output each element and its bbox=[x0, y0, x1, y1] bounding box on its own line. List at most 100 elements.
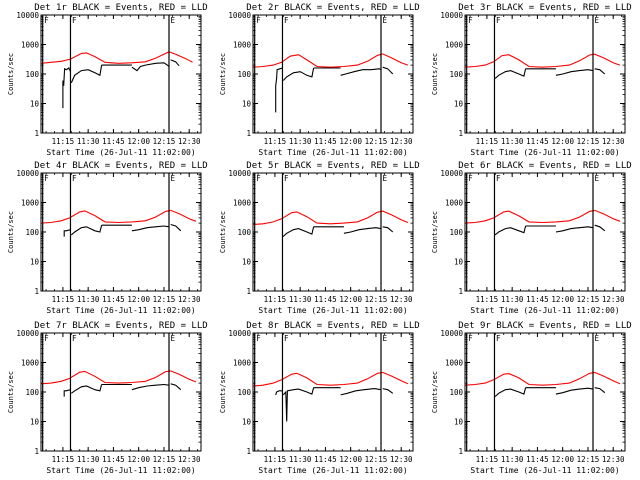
y-tick-label: 10000 bbox=[228, 11, 251, 20]
lld-series-line bbox=[41, 370, 197, 385]
y-axis-label: Counts/sec bbox=[219, 371, 227, 413]
time-marker-label: F bbox=[44, 16, 49, 25]
x-axis-label: Start Time (26-Jul-11 11:02:00) bbox=[46, 306, 195, 315]
time-marker-label: E bbox=[171, 16, 176, 25]
y-axis-label: Counts/sec bbox=[431, 53, 439, 95]
time-marker-label: E bbox=[383, 334, 388, 343]
time-marker-label: F bbox=[284, 334, 289, 343]
y-tick-label: 100 bbox=[25, 70, 39, 79]
plot-frame bbox=[252, 172, 414, 292]
y-tick-label: 10 bbox=[242, 100, 252, 109]
x-tick-label: 11:15 bbox=[52, 137, 75, 146]
events-series-line bbox=[343, 227, 382, 234]
time-marker-label: E bbox=[595, 334, 600, 343]
y-axis-label: Counts/sec bbox=[7, 53, 15, 95]
panel-7: Det 7r BLACK = Events, RED = LLD Counts/s… bbox=[7, 321, 208, 475]
x-tick-label: 12:30 bbox=[602, 455, 625, 464]
series-group bbox=[253, 210, 409, 238]
y-tick-label: 10 bbox=[454, 100, 464, 109]
x-tick-label: 11:15 bbox=[264, 295, 287, 304]
events-series-line bbox=[170, 223, 182, 232]
x-tick-label: 11:30 bbox=[77, 137, 100, 146]
x-tick-label: 11:15 bbox=[52, 295, 75, 304]
x-tick-label: 12:30 bbox=[178, 295, 201, 304]
y-tick-label: 1000 bbox=[21, 359, 40, 368]
plot-frame bbox=[464, 172, 626, 292]
y-tick-label: 100 bbox=[237, 388, 251, 397]
time-marker-label: E bbox=[383, 174, 388, 183]
time-marker-label: E bbox=[595, 16, 600, 25]
y-tick-label: 10000 bbox=[440, 11, 463, 20]
time-marker-label: E bbox=[171, 174, 176, 183]
x-tick-label: 12:00 bbox=[551, 137, 574, 146]
x-tick-label: 11:45 bbox=[314, 137, 337, 146]
y-tick-label: 10000 bbox=[440, 329, 463, 338]
events-series-line bbox=[70, 65, 103, 84]
x-tick-label: 12:30 bbox=[602, 137, 625, 146]
y-axis-label: Counts/sec bbox=[431, 371, 439, 413]
panel-1: Det 1r BLACK = Events, RED = LLD Counts/s… bbox=[7, 3, 208, 157]
time-marker-label: F bbox=[44, 174, 49, 183]
x-tick-label: 11:30 bbox=[289, 295, 312, 304]
lld-series-line bbox=[41, 51, 193, 64]
x-tick-label: 12:15 bbox=[153, 137, 176, 146]
y-tick-label: 10 bbox=[30, 418, 40, 427]
time-marker-label: F bbox=[468, 174, 473, 183]
time-marker-label: F bbox=[284, 16, 289, 25]
y-tick-label: 10000 bbox=[16, 11, 39, 20]
plot-frame bbox=[464, 14, 626, 134]
x-axis-label: Start Time (26-Jul-11 11:02:00) bbox=[258, 148, 407, 157]
events-series-line bbox=[494, 68, 527, 80]
x-tick-label: 12:15 bbox=[365, 295, 388, 304]
events-series-line bbox=[494, 387, 527, 398]
x-tick-label: 12:30 bbox=[390, 137, 413, 146]
x-tick-label: 11:15 bbox=[476, 455, 499, 464]
events-series-line bbox=[170, 383, 182, 391]
y-tick-label: 10 bbox=[30, 100, 40, 109]
x-tick-label: 12:15 bbox=[365, 137, 388, 146]
panel-4: Det 4r BLACK = Events, RED = LLD Counts/s… bbox=[7, 161, 208, 315]
y-tick-label: 100 bbox=[449, 388, 463, 397]
panel-9: Det 9r BLACK = Events, RED = LLD Counts/s… bbox=[431, 321, 632, 475]
y-tick-label: 1 bbox=[34, 287, 39, 296]
panel-title: Det 7r BLACK = Events, RED = LLD bbox=[34, 321, 207, 331]
plot-frame bbox=[464, 332, 626, 452]
y-tick-label: 10 bbox=[242, 418, 252, 427]
x-axis-label: Start Time (26-Jul-11 11:02:00) bbox=[46, 466, 195, 475]
panel-title: Det 6r BLACK = Events, RED = LLD bbox=[458, 161, 631, 171]
events-series-line bbox=[70, 384, 103, 394]
lld-series-line bbox=[465, 53, 621, 68]
panel-title: Det 8r BLACK = Events, RED = LLD bbox=[246, 321, 419, 331]
y-tick-label: 1000 bbox=[233, 199, 252, 208]
lld-series-line bbox=[41, 209, 197, 224]
time-marker-label: F bbox=[284, 174, 289, 183]
events-series-line bbox=[70, 225, 103, 236]
x-tick-label: 12:00 bbox=[127, 295, 150, 304]
y-axis-label: Counts/sec bbox=[219, 211, 227, 253]
plot-frame bbox=[252, 332, 414, 452]
series-group bbox=[253, 371, 409, 422]
panel-title: Det 4r BLACK = Events, RED = LLD bbox=[34, 161, 207, 171]
time-marker-label: F bbox=[256, 334, 261, 343]
lld-series-line bbox=[253, 210, 409, 226]
y-axis-label: Counts/sec bbox=[7, 371, 15, 413]
events-series-line bbox=[555, 69, 594, 76]
events-series-line bbox=[170, 59, 180, 67]
x-tick-label: 12:00 bbox=[339, 295, 362, 304]
x-tick-label: 11:15 bbox=[264, 137, 287, 146]
x-tick-label: 11:15 bbox=[476, 137, 499, 146]
y-tick-label: 1000 bbox=[21, 199, 40, 208]
x-axis-label: Start Time (26-Jul-11 11:02:00) bbox=[470, 306, 619, 315]
time-marker-label: F bbox=[496, 16, 501, 25]
time-marker-label: F bbox=[468, 334, 473, 343]
panel-title: Det 5r BLACK = Events, RED = LLD bbox=[246, 161, 419, 171]
time-marker-label: F bbox=[496, 334, 501, 343]
lld-series-line bbox=[465, 209, 621, 224]
x-tick-label: 12:30 bbox=[390, 455, 413, 464]
series-group bbox=[465, 209, 621, 236]
events-series-line bbox=[62, 67, 71, 109]
x-tick-label: 11:45 bbox=[102, 455, 125, 464]
y-tick-label: 1 bbox=[246, 287, 251, 296]
events-series-line bbox=[340, 68, 382, 76]
y-tick-label: 10 bbox=[242, 258, 252, 267]
